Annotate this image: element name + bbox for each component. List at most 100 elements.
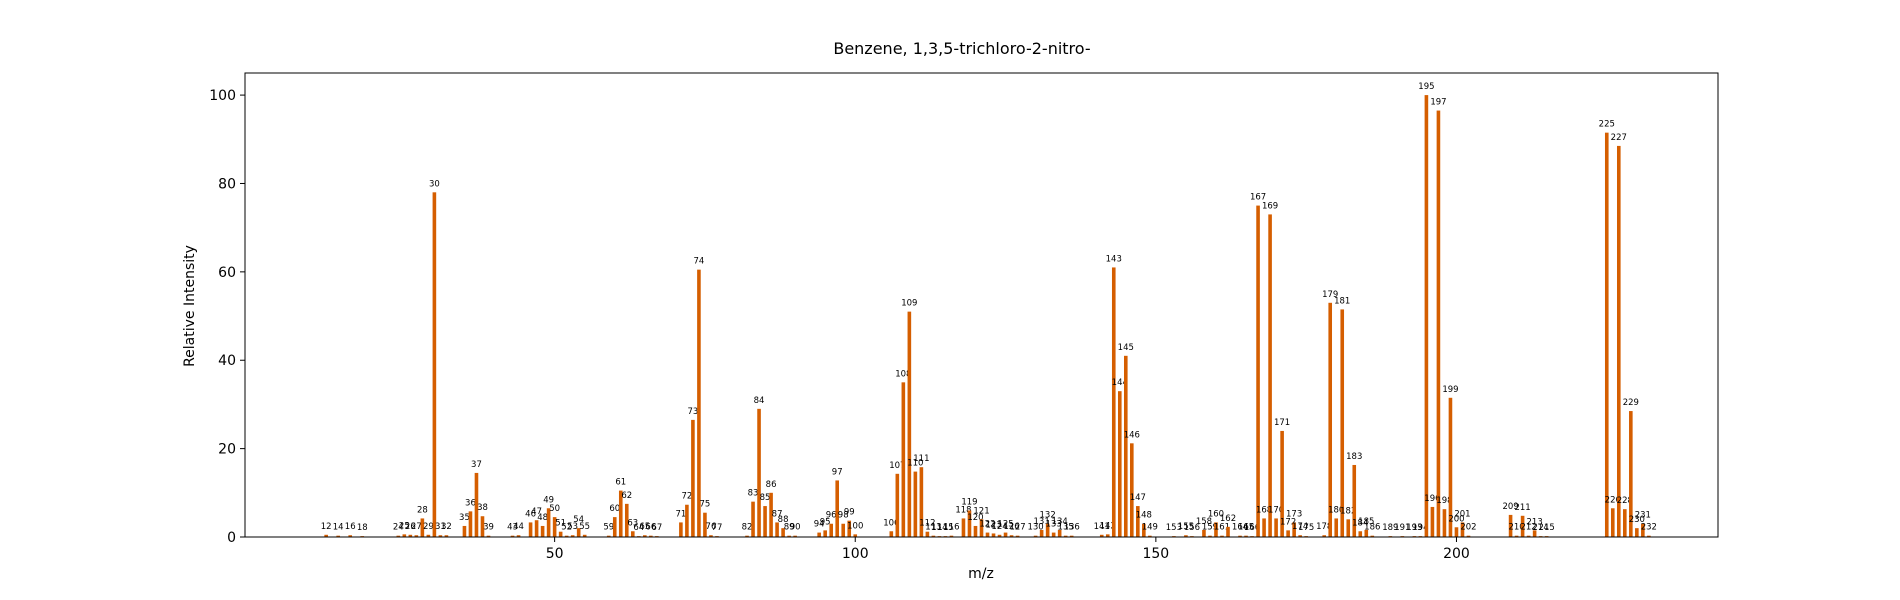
peak-label: 112 <box>919 519 935 529</box>
peak-label: 136 <box>1064 523 1080 533</box>
peak-label: 130 <box>1027 523 1043 533</box>
peak-label: 106 <box>883 518 899 528</box>
spectrum-bar <box>1244 535 1248 537</box>
spectrum-bar <box>348 535 353 537</box>
spectrum-bar <box>462 525 467 537</box>
peak-label: 31 <box>435 522 446 532</box>
peak-label: 156 <box>1184 523 1200 533</box>
peak-label: 229 <box>1623 398 1639 408</box>
peak-label: 83 <box>748 489 759 499</box>
spectrum-bar <box>1460 522 1465 537</box>
peak-label: 153 <box>1166 523 1182 533</box>
spectrum-bar <box>408 534 413 537</box>
spectrum-bar <box>612 517 617 537</box>
spectrum-bar <box>324 534 328 537</box>
spectrum-bar <box>1208 535 1212 537</box>
spectrum-bar <box>444 535 449 537</box>
spectrum-bar <box>474 472 479 537</box>
peak-label: 126 <box>1003 522 1019 532</box>
spectrum-bar <box>468 511 473 537</box>
spectrum-bar <box>709 535 713 537</box>
peak-label: 85 <box>760 493 771 503</box>
peak-label: 127 <box>1009 523 1025 533</box>
peak-label: 230 <box>1629 515 1645 525</box>
spectrum-bar <box>907 311 912 537</box>
spectrum-bar <box>1123 355 1128 537</box>
spectrum-bar <box>1009 535 1014 537</box>
peak-label: 76 <box>706 522 717 532</box>
peak-label: 30 <box>429 179 440 189</box>
spectrum-bar <box>769 492 773 537</box>
peak-label: 209 <box>1502 502 1518 512</box>
x-tick-label: 50 <box>546 546 564 562</box>
spectrum-bar <box>402 534 407 537</box>
peak-label: 122 <box>979 520 995 530</box>
y-tick-label: 20 <box>218 442 236 458</box>
peak-label: 14 <box>333 523 344 533</box>
peak-label: 59 <box>603 523 614 533</box>
peak-label: 118 <box>955 505 971 515</box>
spectrum-bar <box>1099 534 1104 537</box>
peak-label: 50 <box>549 504 560 514</box>
peak-label: 170 <box>1268 505 1284 515</box>
spectrum-bar <box>685 504 689 537</box>
spectrum-bar <box>973 525 978 537</box>
spectrum-bar <box>1069 535 1074 537</box>
peak-label: 54 <box>573 515 584 525</box>
spectrum-bar <box>1003 532 1008 537</box>
spectrum-bar <box>823 530 827 537</box>
peak-label: 199 <box>1442 385 1458 395</box>
spectrum-bar <box>1364 529 1369 537</box>
spectrum-bar <box>564 535 569 537</box>
peak-label: 134 <box>1052 517 1068 527</box>
peak-label: 36 <box>465 498 476 508</box>
spectrum-bar <box>895 473 900 537</box>
spectrum-bar <box>889 531 894 537</box>
peak-label: 182 <box>1340 506 1356 516</box>
peak-label: 201 <box>1454 509 1470 519</box>
spectrum-bar <box>1322 535 1326 537</box>
peak-label: 63 <box>627 518 638 528</box>
peak-label: 116 <box>943 523 959 533</box>
y-tick-label: 80 <box>218 176 236 192</box>
spectrum-bar <box>1647 535 1651 537</box>
spectrum-bar <box>1436 110 1441 538</box>
spectrum-bar <box>420 518 425 537</box>
spectrum-bar <box>979 519 984 537</box>
peak-label: 123 <box>985 520 1001 530</box>
spectrum-bar <box>817 532 821 537</box>
spectrum-bar <box>624 503 629 537</box>
spectrum-bar <box>1045 523 1050 537</box>
peak-label: 77 <box>712 523 723 533</box>
peak-label: 166 <box>1244 523 1260 533</box>
spectrum-bar <box>480 516 485 537</box>
peak-label: 65 <box>639 522 650 532</box>
spectrum-bar <box>1334 518 1339 537</box>
peak-label: 215 <box>1539 523 1555 533</box>
peak-label: 185 <box>1358 517 1374 527</box>
spectrum-bar <box>1466 535 1471 537</box>
peak-label: 212 <box>1520 523 1536 533</box>
peak-label: 133 <box>1046 520 1062 530</box>
peak-label: 162 <box>1220 514 1236 524</box>
peak-label: 48 <box>537 513 548 523</box>
spectrum-bar <box>1202 529 1206 537</box>
peak-label: 169 <box>1262 201 1278 211</box>
spectrum-bar <box>1039 529 1044 537</box>
spectrum-bar <box>691 419 695 537</box>
peak-label: 99 <box>844 508 855 518</box>
spectrum-bar <box>949 535 954 537</box>
spectrum-bar <box>703 512 707 537</box>
peak-label: 184 <box>1352 518 1368 528</box>
peak-label: 51 <box>555 519 566 529</box>
peak-label: 231 <box>1635 511 1651 521</box>
peak-label: 90 <box>790 523 801 533</box>
spectrum-bar <box>516 535 521 537</box>
peak-label: 167 <box>1250 193 1266 203</box>
y-tick-label: 60 <box>218 265 236 281</box>
spectrum-bar <box>438 535 443 537</box>
peak-label: 87 <box>772 509 783 519</box>
spectrum-bar <box>1370 535 1375 537</box>
peak-label: 100 <box>847 521 863 531</box>
